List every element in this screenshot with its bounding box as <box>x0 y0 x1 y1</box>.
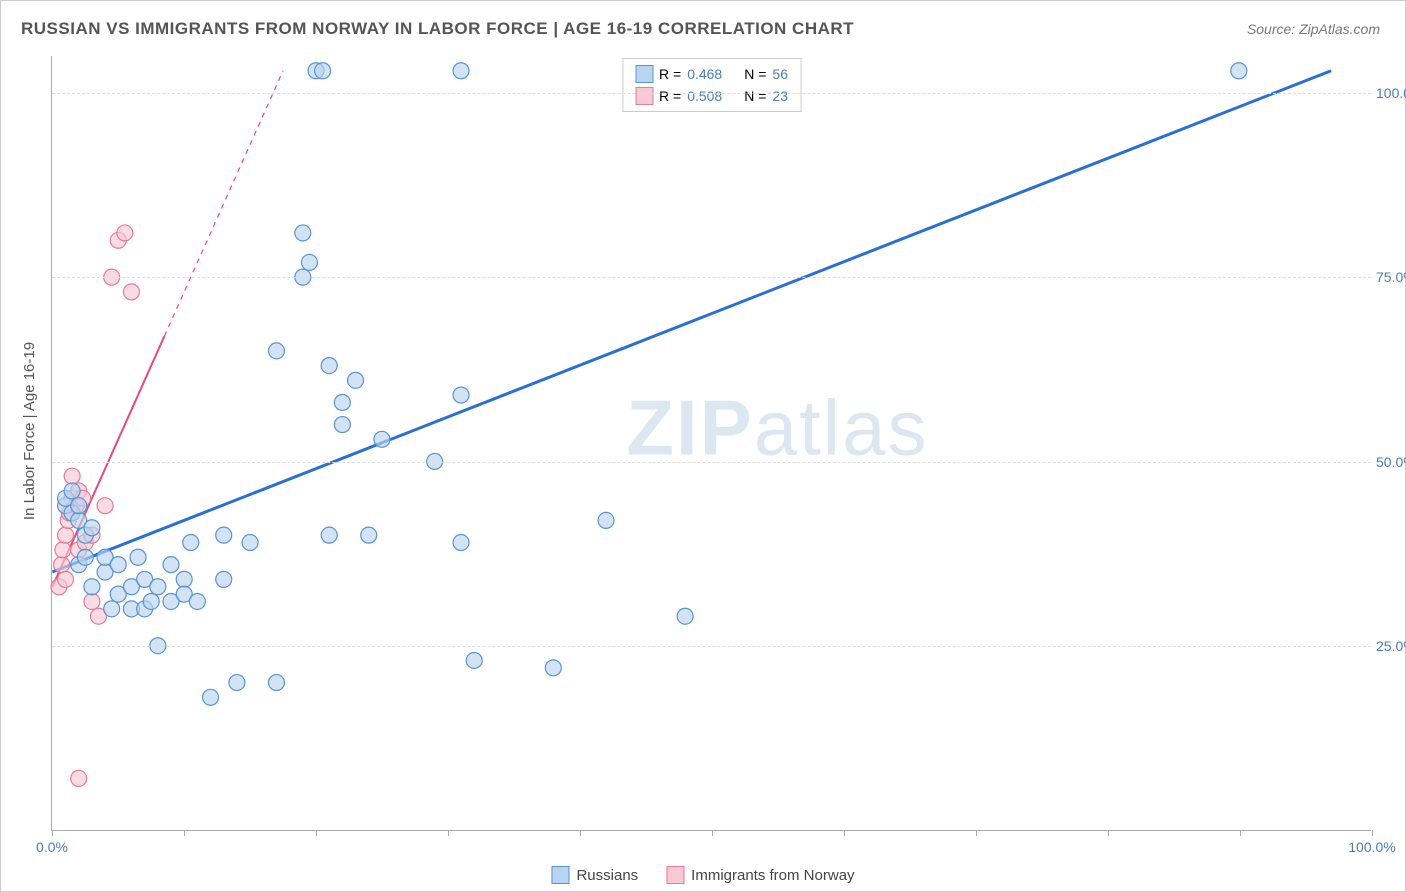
legend-item-series2: Immigrants from Norway <box>666 866 854 884</box>
n-label-2: N = <box>744 88 766 104</box>
x-tick-label: 0.0% <box>36 839 68 855</box>
legend-correlation: R = 0.468 N = 56 R = 0.508 N = 23 <box>622 58 801 112</box>
x-tick-label: 100.0% <box>1348 839 1395 855</box>
y-tick-label: 25.0% <box>1376 638 1406 654</box>
swatch-series2-bottom <box>666 866 684 884</box>
series2-label: Immigrants from Norway <box>691 867 854 884</box>
r-value-2: 0.508 <box>687 88 722 104</box>
r-label-2: R = <box>659 88 681 104</box>
chart-svg <box>52 56 1371 830</box>
legend-series: Russians Immigrants from Norway <box>551 866 854 884</box>
x-tick-mark <box>1240 830 1241 836</box>
r-value-1: 0.468 <box>687 66 722 82</box>
y-tick-label: 75.0% <box>1376 269 1406 285</box>
plot-area: ZIPatlas R = 0.468 N = 56 R = 0.508 N = … <box>51 56 1371 831</box>
legend-item-series1: Russians <box>551 866 638 884</box>
swatch-series1-bottom <box>551 866 569 884</box>
y-tick-label: 50.0% <box>1376 454 1406 470</box>
legend-row-series1: R = 0.468 N = 56 <box>635 63 788 85</box>
chart-title: RUSSIAN VS IMMIGRANTS FROM NORWAY IN LAB… <box>21 19 854 39</box>
y-tick-label: 100.0% <box>1376 85 1406 101</box>
swatch-series2 <box>635 87 653 105</box>
gridline-h <box>52 646 1371 647</box>
n-value-2: 23 <box>772 88 788 104</box>
r-label-1: R = <box>659 66 681 82</box>
x-tick-mark <box>448 830 449 836</box>
series1-label: Russians <box>576 867 638 884</box>
swatch-series1 <box>635 65 653 83</box>
x-tick-mark <box>1372 830 1373 836</box>
x-tick-mark <box>1108 830 1109 836</box>
y-axis-label: In Labor Force | Age 16-19 <box>21 342 38 520</box>
gridline-h <box>52 462 1371 463</box>
chart-container: RUSSIAN VS IMMIGRANTS FROM NORWAY IN LAB… <box>0 0 1406 892</box>
legend-row-series2: R = 0.508 N = 23 <box>635 85 788 107</box>
x-tick-mark <box>580 830 581 836</box>
x-tick-mark <box>184 830 185 836</box>
gridline-h <box>52 277 1371 278</box>
x-tick-mark <box>52 830 53 836</box>
n-value-1: 56 <box>772 66 788 82</box>
x-tick-mark <box>316 830 317 836</box>
gridline-h <box>52 93 1371 94</box>
header-row: RUSSIAN VS IMMIGRANTS FROM NORWAY IN LAB… <box>21 19 1380 39</box>
source-label: Source: ZipAtlas.com <box>1247 21 1380 37</box>
x-tick-mark <box>712 830 713 836</box>
n-label-1: N = <box>744 66 766 82</box>
x-tick-mark <box>844 830 845 836</box>
x-tick-mark <box>976 830 977 836</box>
